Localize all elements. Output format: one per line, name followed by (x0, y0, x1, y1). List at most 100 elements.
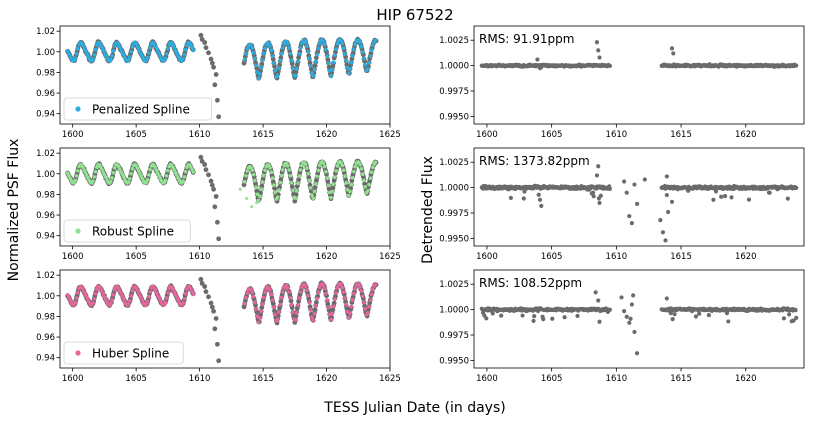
spline-point (349, 182, 354, 187)
right-y-axis-label: Detrended Flux (420, 156, 436, 264)
spline-point (164, 52, 169, 56)
spline-point (353, 42, 357, 47)
spline-point (145, 299, 150, 304)
spline-point (269, 170, 274, 175)
spline-point (350, 53, 355, 58)
spline-point (289, 180, 294, 185)
x-tick-label: 1625 (379, 252, 401, 262)
residual-point (666, 209, 671, 215)
residual-point (622, 179, 627, 184)
x-tick-label: 1620 (316, 252, 338, 262)
spline-point (139, 52, 144, 56)
spline-point (325, 176, 329, 180)
left-y-axis-label: Normalized PSF Flux (6, 139, 22, 282)
spline-point (305, 44, 309, 48)
flux-point (203, 45, 209, 51)
spline-point (81, 43, 85, 47)
axes-frame (59, 147, 391, 247)
spline-point (291, 66, 295, 71)
spline-point (373, 38, 378, 43)
spline-point (117, 166, 122, 171)
spline-point (344, 181, 349, 185)
spline-point (293, 196, 298, 200)
spline-point (325, 298, 329, 302)
spline-point (191, 292, 196, 296)
y-tick-label: 0.96 (36, 89, 55, 99)
spline-point (254, 185, 258, 190)
spline-point (139, 174, 144, 178)
spline-point (334, 169, 338, 173)
x-tick-label: 1620 (735, 252, 757, 262)
spline-point (315, 296, 319, 301)
residual-point (664, 296, 669, 301)
spline-point (349, 60, 354, 65)
flux-point (254, 65, 260, 71)
y-tick-label: 0.94 (36, 110, 55, 120)
spline-point (263, 46, 267, 51)
panel-right-middle: 1600 1605 1610 1615 1620 0.9950 0.9975 1.0000 1.… (439, 147, 805, 262)
flux-point (368, 50, 374, 56)
spline-point (334, 47, 338, 51)
flux-point (289, 61, 295, 67)
spline-point (365, 311, 370, 315)
spline-point (343, 52, 347, 56)
spline-point (164, 174, 169, 178)
flux-point (214, 341, 220, 347)
residual-point (668, 311, 673, 316)
spline-point (67, 51, 71, 56)
spline-point (166, 290, 170, 295)
flux-point (259, 183, 265, 189)
spline-point (245, 291, 250, 295)
residual-point (535, 57, 540, 62)
residual-point (629, 302, 634, 307)
plot-area (65, 154, 379, 242)
spline-point (310, 193, 314, 197)
spline-point (324, 47, 328, 52)
spline-point (331, 182, 336, 187)
flux-point (214, 97, 220, 103)
spline-point (294, 67, 299, 71)
spline-point (269, 48, 274, 53)
y-tick-label: 1.0025 (439, 158, 469, 168)
spline-point (110, 298, 114, 302)
flux-point (198, 276, 204, 282)
spline-point (280, 290, 285, 294)
x-tick-label: 1610 (606, 374, 628, 384)
spline-point (268, 166, 272, 170)
spline-point (253, 300, 257, 305)
spline-point (73, 56, 78, 61)
spline-point (371, 287, 375, 292)
flux-point (331, 300, 337, 306)
spline-point (358, 40, 362, 45)
spline-point (305, 166, 309, 170)
spline-point (311, 74, 316, 78)
flux-point (213, 194, 219, 199)
spline-point (313, 60, 318, 64)
spline-point (249, 165, 253, 170)
spline-point (255, 70, 260, 75)
spline-point (368, 176, 373, 180)
spline-point (112, 288, 117, 292)
y-tick-label: 1.00 (36, 48, 55, 58)
residual-point (726, 319, 731, 324)
spline-point (93, 47, 98, 52)
flux-point (209, 60, 215, 66)
flux-point (343, 299, 348, 305)
spline-point (73, 300, 78, 305)
spline-point (312, 189, 317, 194)
spline-point (242, 57, 247, 62)
spline-point (86, 297, 90, 302)
spline-point (117, 288, 122, 293)
y-tick-label: 0.94 (36, 232, 55, 242)
x-tick-label: 1610 (606, 130, 628, 140)
spline-point (145, 55, 150, 60)
spline-point (153, 165, 157, 170)
flux-point (213, 316, 219, 321)
spline-point (190, 167, 194, 172)
spline-point (296, 181, 300, 186)
x-tick-label: 1615 (252, 252, 274, 262)
residual-point (663, 238, 668, 243)
flux-point (288, 298, 294, 304)
spline-point (91, 179, 95, 183)
residual-point (794, 63, 799, 68)
